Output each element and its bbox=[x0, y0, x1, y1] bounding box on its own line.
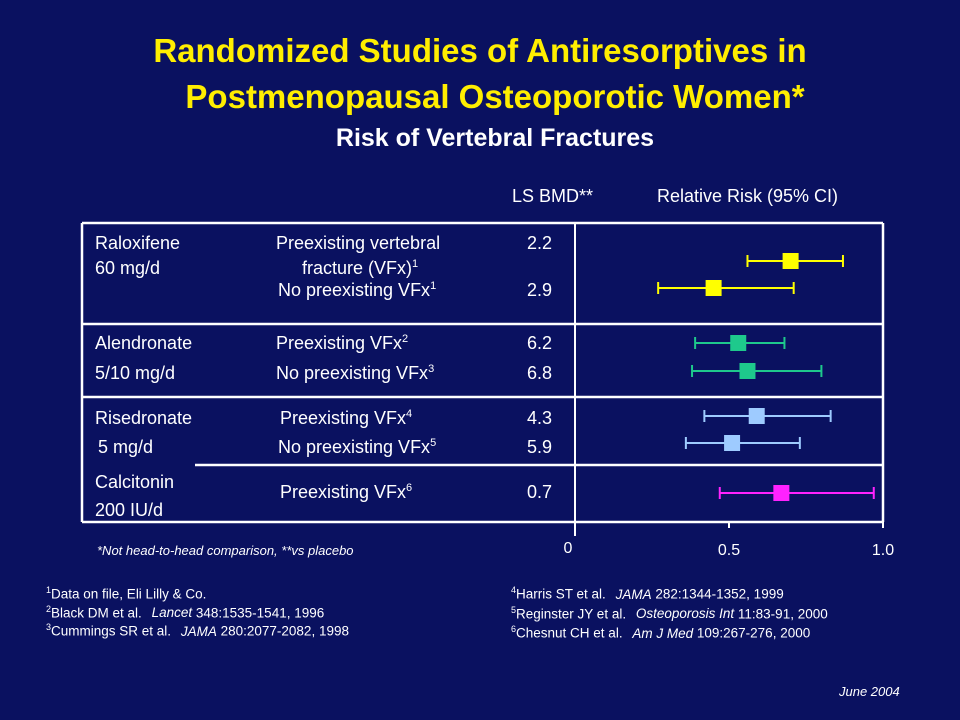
estimate-row bbox=[746, 253, 844, 269]
drug-risedronate: Risedronate bbox=[95, 408, 193, 428]
population-risedronate-1: Preexisting VFx4 bbox=[280, 408, 413, 428]
bmd-value: 2.2 bbox=[527, 233, 553, 253]
population-alendronate-2: No preexisting VFx3 bbox=[276, 363, 435, 383]
population-raloxifene-1a: Preexisting vertebral bbox=[276, 233, 441, 253]
comparison-note: *Not head-to-head comparison, **vs place… bbox=[97, 543, 354, 558]
dose-raloxifene: 60 mg/d bbox=[95, 258, 161, 278]
population-raloxifene-2: No preexisting VFx1 bbox=[278, 280, 437, 300]
rr-point bbox=[773, 485, 790, 501]
rr-column-header: Relative Risk (95% CI) bbox=[657, 186, 839, 206]
date-label: June 2004 bbox=[839, 684, 900, 699]
estimate-row bbox=[718, 485, 875, 501]
drug-calcitonin: Calcitonin bbox=[95, 472, 175, 492]
population-risedronate-2: No preexisting VFx5 bbox=[278, 437, 437, 457]
footnote-5: 5Reginster JY et al. Osteoporosis Int 11… bbox=[511, 604, 828, 622]
footnote-4: 4Harris ST et al. JAMA 282:1344-1352, 19… bbox=[511, 585, 784, 602]
bmd-value: 0.7 bbox=[527, 482, 553, 502]
x-tick-label: 1.0 bbox=[872, 542, 894, 559]
drug-alendronate: Alendronate bbox=[95, 333, 193, 353]
table-frame bbox=[80, 221, 885, 524]
bmd-value: 2.9 bbox=[527, 280, 553, 300]
rr-point bbox=[739, 363, 756, 379]
estimate-row bbox=[657, 280, 795, 296]
bmd-value: 6.2 bbox=[527, 333, 553, 353]
footnotes-left: 1Data on file, Eli Lilly & Co. 2Black DM… bbox=[46, 585, 349, 639]
x-tick-label: 0.5 bbox=[718, 542, 740, 559]
drug-raloxifene: Raloxifene bbox=[95, 233, 181, 253]
subtitle: Risk of Vertebral Fractures bbox=[335, 124, 655, 152]
estimate-row bbox=[684, 435, 801, 451]
footnotes-right: 4Harris ST et al. JAMA 282:1344-1352, 19… bbox=[511, 585, 828, 641]
title-line-2: Postmenopausal Osteoporotic Women* bbox=[185, 78, 805, 115]
population-alendronate-1: Preexisting VFx2 bbox=[276, 333, 409, 353]
rr-point bbox=[705, 280, 722, 296]
estimate-row bbox=[703, 408, 832, 424]
estimate-row bbox=[694, 335, 786, 351]
dose-calcitonin: 200 IU/d bbox=[95, 500, 164, 520]
rr-point bbox=[730, 335, 747, 351]
population-raloxifene-1b: fracture (VFx)1 bbox=[302, 258, 419, 278]
bmd-value: 6.8 bbox=[527, 363, 553, 383]
rr-point bbox=[724, 435, 741, 451]
dose-alendronate: 5/10 mg/d bbox=[95, 363, 176, 383]
bmd-column-header: LS BMD** bbox=[512, 186, 594, 206]
population-calcitonin: Preexisting VFx6 bbox=[280, 482, 413, 502]
rr-point bbox=[782, 253, 799, 269]
footnote-3: 3Cummings SR et al. JAMA 280:2077-2082, … bbox=[46, 622, 349, 639]
x-tick-label: 0 bbox=[564, 540, 573, 557]
dose-risedronate: 5 mg/d bbox=[98, 437, 154, 457]
rr-point bbox=[748, 408, 765, 424]
estimate-row bbox=[691, 363, 823, 379]
bmd-value: 5.9 bbox=[527, 437, 553, 457]
bmd-value: 4.3 bbox=[527, 408, 553, 428]
title-line-1: Randomized Studies of Antiresorptives in bbox=[153, 32, 807, 69]
footnote-2: 2Black DM et al. Lancet 348:1535-1541, 1… bbox=[46, 603, 325, 621]
footnote-1: 1Data on file, Eli Lilly & Co. bbox=[46, 585, 207, 602]
footnote-6: 6Chesnut CH et al. Am J Med 109:267-276,… bbox=[511, 624, 811, 641]
